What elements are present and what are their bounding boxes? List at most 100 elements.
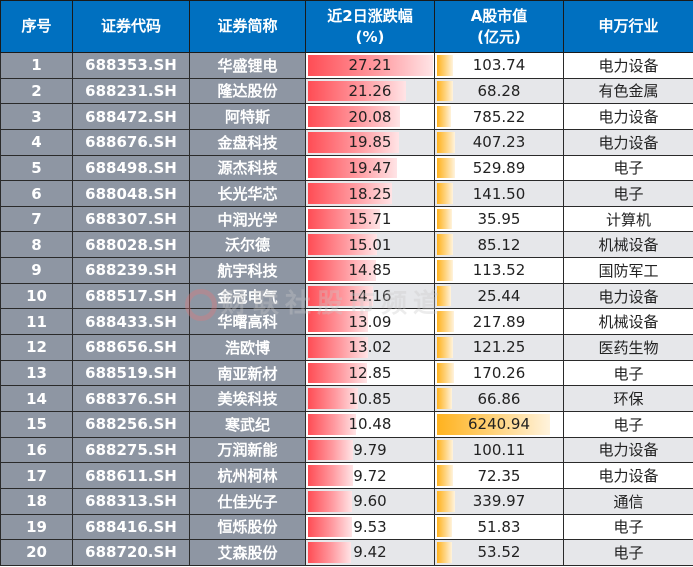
change-data-bar [308, 106, 400, 127]
mktcap-value: 529.89 [472, 158, 526, 177]
table-row: 17 688611.SH 杭州柯林 9.72 72.35 电力设备 [0, 462, 693, 489]
cell-code: 688313.SH [72, 487, 190, 515]
cell-change: 12.85 [305, 359, 435, 387]
change-data-bar [308, 439, 353, 461]
cell-industry: 通信 [563, 487, 693, 515]
cell-change: 13.09 [305, 308, 435, 336]
cell-name: 华盛锂电 [189, 52, 306, 79]
table-row: 5 688498.SH 源杰科技 19.47 529.89 电子 [0, 154, 693, 182]
mktcap-value: 72.35 [477, 466, 521, 485]
cell-mktcap: 339.97 [434, 487, 564, 515]
change-value: 13.02 [348, 338, 392, 357]
cell-industry: 电子 [563, 539, 693, 566]
cell-industry: 电力设备 [563, 436, 693, 464]
cell-name: 美埃科技 [189, 385, 306, 412]
cell-rank: 19 [0, 513, 73, 541]
change-value: 15.71 [348, 210, 392, 229]
header-industry: 申万行业 [563, 0, 693, 53]
cell-name: 阿特斯 [189, 103, 306, 130]
cell-name: 浩欧博 [189, 334, 306, 361]
cell-mktcap: 217.89 [434, 308, 564, 336]
mktcap-data-bar [437, 388, 452, 409]
table-row: 6 688048.SH 长光华芯 18.25 141.50 电子 [0, 180, 693, 207]
change-value: 15.01 [348, 235, 392, 254]
mktcap-value: 25.44 [477, 287, 521, 306]
cell-rank: 10 [0, 282, 73, 310]
mktcap-data-bar [437, 439, 453, 461]
cell-rank: 12 [0, 334, 73, 361]
header-rank: 序号 [0, 0, 73, 53]
mktcap-value: 103.74 [472, 56, 526, 75]
mktcap-data-bar [437, 285, 451, 307]
cell-change: 15.71 [305, 205, 435, 233]
cell-rank: 15 [0, 410, 73, 438]
cell-industry: 机械设备 [563, 231, 693, 259]
cell-code: 688433.SH [72, 308, 190, 336]
cell-mktcap: 51.83 [434, 513, 564, 541]
cell-code: 688275.SH [72, 436, 190, 464]
header-mktcap-line2: (亿元) [477, 27, 521, 46]
change-value: 12.85 [348, 364, 392, 382]
cell-rank: 2 [0, 77, 73, 105]
cell-name: 艾森股份 [189, 539, 306, 566]
table-row: 9 688239.SH 航宇科技 14.85 113.52 国防军工 [0, 257, 693, 284]
cell-name: 杭州柯林 [189, 462, 306, 489]
cell-mktcap: 785.22 [434, 103, 564, 130]
cell-code: 688498.SH [72, 154, 190, 182]
cell-mktcap: 170.26 [434, 359, 564, 387]
mktcap-data-bar [437, 157, 455, 179]
mktcap-value: 141.50 [472, 184, 526, 203]
cell-industry: 电力设备 [563, 103, 693, 130]
change-data-bar [308, 131, 399, 153]
mktcap-data-bar [437, 542, 452, 563]
cell-change: 15.01 [305, 231, 435, 259]
cell-code: 688256.SH [72, 410, 190, 438]
cell-industry: 环保 [563, 385, 693, 412]
cell-mktcap: 53.52 [434, 539, 564, 566]
change-data-bar [308, 208, 380, 230]
cell-industry: 电子 [563, 154, 693, 182]
cell-change: 9.53 [305, 513, 435, 541]
table-row: 11 688433.SH 华曙高科 13.09 217.89 机械设备 [0, 308, 693, 336]
cell-change: 9.42 [305, 539, 435, 566]
cell-name: 航宇科技 [189, 257, 306, 284]
cell-change: 14.16 [305, 282, 435, 310]
change-value: 9.60 [353, 492, 387, 511]
cell-industry: 电力设备 [563, 462, 693, 489]
table-row: 1 688353.SH 华盛锂电 27.21 103.74 电力设备 [0, 52, 693, 79]
change-value: 20.08 [348, 107, 392, 126]
change-value: 14.16 [348, 287, 392, 306]
table-row: 12 688656.SH 浩欧博 13.02 121.25 医药生物 [0, 334, 693, 361]
cell-mktcap: 529.89 [434, 154, 564, 182]
change-value: 27.21 [348, 56, 392, 75]
cell-change: 19.47 [305, 154, 435, 182]
mktcap-value: 121.25 [472, 338, 526, 357]
change-value: 9.79 [353, 440, 387, 459]
change-data-bar [308, 413, 356, 435]
cell-code: 688239.SH [72, 257, 190, 284]
cell-change: 14.85 [305, 257, 435, 284]
mktcap-value: 51.83 [477, 517, 521, 536]
cell-mktcap: 85.12 [434, 231, 564, 259]
mktcap-value: 68.28 [477, 81, 521, 100]
mktcap-value: 100.11 [472, 440, 526, 459]
cell-industry: 电子 [563, 359, 693, 387]
change-value: 9.72 [353, 466, 387, 485]
cell-rank: 16 [0, 436, 73, 464]
cell-change: 27.21 [305, 52, 435, 79]
cell-change: 9.60 [305, 487, 435, 515]
cell-mktcap: 6240.94 [434, 410, 564, 438]
table-row: 15 688256.SH 寒武纪 10.48 6240.94 电子 [0, 410, 693, 438]
table-row: 19 688416.SH 恒烁股份 9.53 51.83 电子 [0, 513, 693, 541]
change-data-bar [308, 285, 373, 307]
cell-change: 10.85 [305, 385, 435, 412]
cell-name: 万润新能 [189, 436, 306, 464]
cell-rank: 18 [0, 487, 73, 515]
cell-name: 沃尔德 [189, 231, 306, 259]
mktcap-value: 113.52 [472, 261, 526, 280]
change-value: 10.85 [348, 389, 392, 408]
mktcap-data-bar [437, 183, 453, 204]
mktcap-value: 217.89 [472, 312, 526, 331]
cell-name: 中润光学 [189, 205, 306, 233]
mktcap-data-bar [437, 465, 453, 486]
